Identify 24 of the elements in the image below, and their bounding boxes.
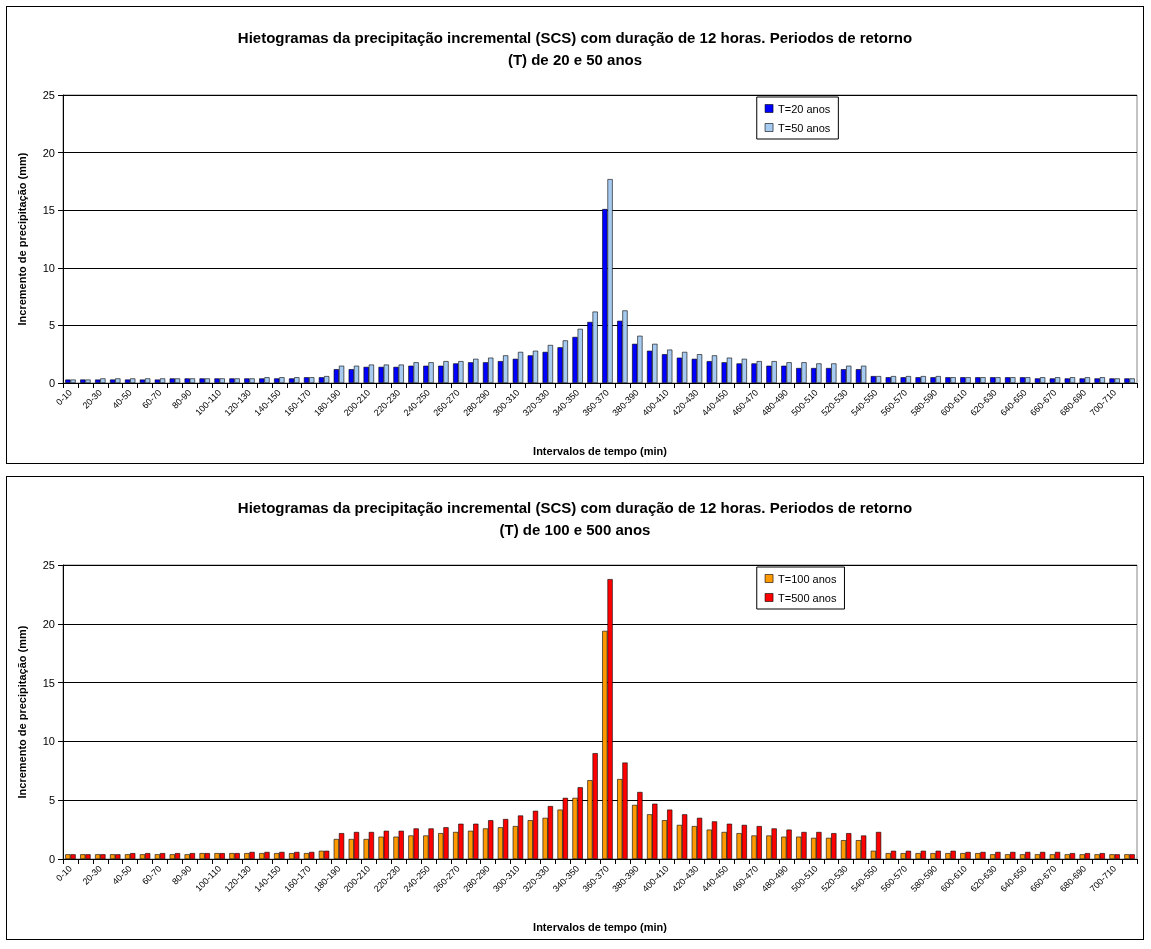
- x-tick-label: 0-10: [54, 387, 74, 408]
- y-tick-label: 10: [42, 261, 55, 274]
- legend-label: T=100 anos: [778, 572, 837, 585]
- x-tick-label: 0-10: [54, 863, 74, 884]
- x-axis-title: Intervalos de tempo (min): [533, 444, 668, 457]
- y-tick-label: 10: [42, 735, 55, 748]
- chart-title: Hietogramas da precipitação incremental (SCS) com duração de 12 horas. Periodos de retorno (T) de 20 e 50 anos: [237, 28, 913, 68]
- legend-label: T=20 anos: [778, 102, 831, 115]
- x-axis-title: Intervalos de tempo (min): [533, 920, 668, 933]
- chart-title: Hietogramas da precipitação incremental (SCS) com duração de 12 horas. Periodos de retorno (T) de 100 e 500 anos: [237, 498, 913, 538]
- y-tick-label: 5: [48, 794, 55, 807]
- y-tick-label: 25: [42, 559, 55, 571]
- y-tick-label: 0: [48, 377, 55, 389]
- y-axis-title: Incremento de precipitação (mm): [15, 625, 28, 799]
- y-tick-label: 0: [48, 853, 55, 865]
- y-tick-label: 15: [42, 204, 55, 217]
- y-tick-label: 25: [42, 89, 55, 101]
- y-tick-label: 20: [42, 617, 55, 630]
- y-tick-label: 20: [42, 146, 55, 159]
- legend-label: T=50 anos: [778, 121, 831, 134]
- legend-label: T=500 anos: [778, 591, 837, 604]
- y-tick-label: 5: [48, 319, 55, 332]
- y-tick-label: 15: [42, 676, 55, 689]
- y-axis-title: Incremento de precipitação (mm): [15, 152, 28, 326]
